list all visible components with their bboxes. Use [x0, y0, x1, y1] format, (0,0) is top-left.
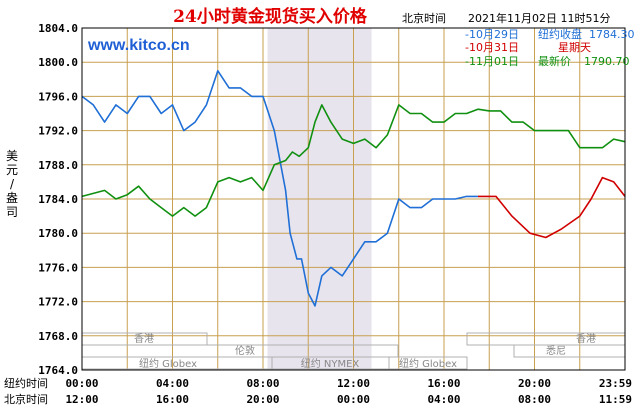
x-tick-label-beijing: 12:00: [65, 393, 98, 406]
legend-date: -10月31日: [465, 41, 519, 54]
market-box-globex-2: [388, 356, 468, 370]
chart-title: 24小时黄金现货买入价格: [173, 6, 368, 27]
y-tick-label: 1772.0: [38, 296, 78, 309]
y-tick-label: 1800.0: [38, 56, 78, 69]
series-line: [81, 70, 478, 307]
x-tick-label-beijing: 04:00: [427, 393, 460, 406]
market-label: 伦敦: [235, 344, 255, 357]
legend-value: 1784.30: [589, 28, 635, 41]
series-line: [81, 104, 626, 217]
plot-frame: [81, 27, 626, 371]
x-tick-label-ny: 08:00: [246, 377, 279, 390]
series-line: [477, 176, 626, 239]
market-label: 悉尼: [546, 345, 566, 357]
x-tick-label-beijing: 11:59: [599, 393, 632, 406]
y-axis-label-char: 美: [6, 149, 18, 163]
location-label: 北京时间: [402, 11, 446, 25]
y-axis-label-char: 盎: [6, 191, 18, 205]
y-tick-label: 1792.0: [38, 125, 78, 138]
y-tick-label: 1776.0: [38, 261, 78, 274]
y-axis-ticks: 1764.0 1768.0 1772.0 1776.0 1780.0 1784.0 1788…: [38, 22, 78, 377]
series-lines: [81, 70, 626, 307]
y-tick-label: 1788.0: [38, 159, 78, 172]
market-sessions: 香港 伦敦 纽约 Globex 纽约 NYMEX 纽约 Globex 香港 悉尼: [81, 332, 626, 370]
y-tick-label: 1768.0: [38, 330, 78, 343]
x-tick-label-beijing: 08:00: [518, 393, 551, 406]
beijing-time-row-label: 北京时间: [4, 392, 48, 406]
x-tick-label-ny: 23:59: [599, 377, 632, 390]
y-axis-label-char: /: [10, 177, 15, 191]
market-label: 香港: [576, 333, 596, 345]
timestamp: 2021年11月02日 11时51分: [468, 11, 610, 25]
legend-label: 最新价: [538, 54, 571, 68]
market-label: 纽约 Globex: [139, 357, 197, 370]
y-axis-label: 美元/盎司: [6, 149, 18, 219]
legend-date: -10月29日: [465, 28, 519, 41]
ny-time-row-label: 纽约时间: [4, 376, 48, 390]
y-axis-label-char: 司: [6, 205, 18, 219]
x-tick-label-beijing: 20:00: [246, 393, 279, 406]
market-label: 纽约 Globex: [399, 357, 457, 370]
brand-watermark: www.kitco.cn: [87, 37, 190, 54]
x-tick-label-ny: 20:00: [518, 377, 551, 390]
y-tick-label: 1780.0: [38, 227, 78, 240]
market-label: 香港: [134, 333, 154, 345]
y-tick-label: 1804.0: [38, 22, 78, 35]
y-axis-label-char: 元: [6, 163, 18, 177]
x-tick-label-beijing: 00:00: [337, 393, 370, 406]
legend-value: 1790.70: [584, 55, 630, 68]
x-tick-label-ny: 00:00: [65, 377, 98, 390]
y-tick-label: 1796.0: [38, 90, 78, 103]
x-tick-label-ny: 12:00: [337, 377, 370, 390]
x-tick-label-beijing: 16:00: [156, 393, 189, 406]
x-axis-ticks: 00:00 12:00 04:00 16:00 08:00 20:00 12:00 00:00…: [65, 377, 632, 406]
x-tick-label-ny: 16:00: [427, 377, 460, 390]
legend-date: -11月01日: [465, 55, 519, 68]
y-tick-label: 1784.0: [38, 193, 78, 206]
legend-label: 星期天: [558, 41, 591, 54]
legend: -10月29日 纽约收盘 1784.30 -10月31日 星期天 -11月01日…: [465, 27, 635, 68]
y-tick-label: 1764.0: [38, 364, 78, 377]
legend-label: 纽约收盘: [538, 27, 582, 41]
x-tick-label-ny: 04:00: [156, 377, 189, 390]
market-label: 纽约 NYMEX: [301, 357, 360, 370]
